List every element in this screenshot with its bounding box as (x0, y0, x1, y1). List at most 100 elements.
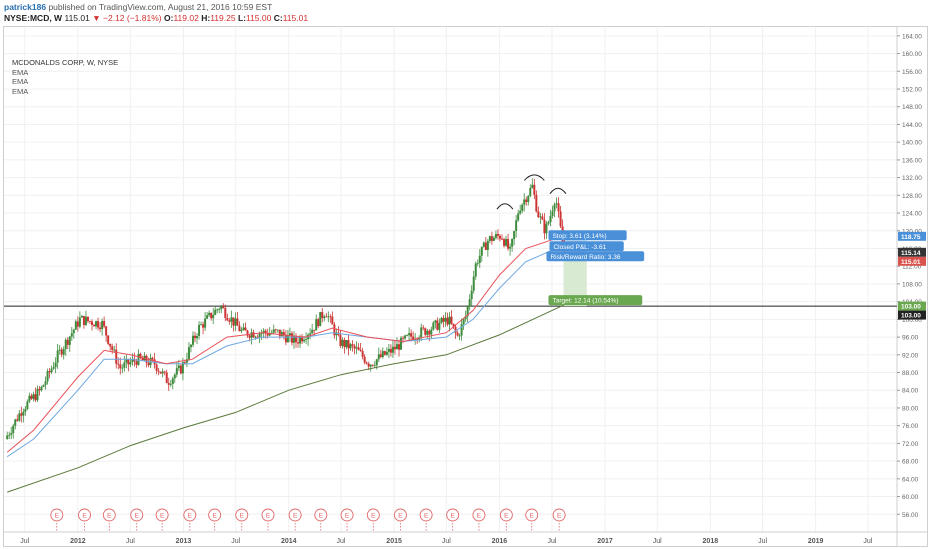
candle-body (30, 395, 33, 399)
candle-body (226, 317, 229, 321)
candle-body (32, 394, 35, 399)
x-tick-label: 2012 (70, 538, 86, 545)
price-badge-bg (898, 301, 926, 311)
candle-body (88, 321, 91, 322)
candle-body (440, 318, 443, 323)
earnings-marker (288, 508, 302, 522)
candle-body (341, 339, 344, 346)
ema-fast-line (6, 234, 567, 453)
candle-body (248, 335, 251, 338)
candle-body (222, 306, 225, 308)
y-tick-label: 56.00 (902, 512, 919, 519)
candle-body (537, 211, 540, 218)
price-badge-bg (898, 247, 926, 257)
candle-body (177, 365, 180, 369)
y-tick-label: 68.00 (902, 459, 919, 466)
earnings-label: E (504, 513, 509, 520)
candle-body (183, 362, 186, 363)
legend-study-ema-2[interactable]: EMA (12, 77, 29, 86)
author-link[interactable]: patrick186 (4, 2, 47, 12)
y-tick-label: 80.00 (902, 405, 919, 412)
grid-lines (4, 27, 897, 532)
candle-body (224, 307, 227, 318)
candle-body (297, 342, 300, 344)
candle-body (113, 349, 116, 351)
chart-frame[interactable]: 56.00 60.00 64.00 68.00 72.00 76.00 80.00 84.00… (3, 26, 928, 547)
candle-body (46, 371, 49, 382)
last-price: 115.01 (64, 13, 90, 23)
earnings-marker (130, 508, 144, 522)
candle-body (10, 433, 13, 435)
low-value: 115.00 (245, 13, 272, 23)
candle-body (288, 333, 291, 336)
candle-body (410, 333, 413, 337)
closed-pl-label-bg (549, 241, 624, 252)
candle-body (420, 327, 423, 338)
candle-body (70, 333, 73, 337)
candle-body (444, 317, 447, 322)
candle-body (127, 359, 130, 365)
candle-body (488, 236, 491, 242)
price-badge-bg (898, 256, 926, 266)
candle-body (507, 239, 510, 249)
candle-body (294, 335, 297, 343)
candle-body (541, 216, 544, 220)
price-badge: 118.75 (898, 231, 926, 241)
earnings-label: E (530, 513, 535, 520)
candle-body (323, 316, 326, 319)
candle-body (400, 337, 403, 350)
price-chart[interactable]: 56.00 60.00 64.00 68.00 72.00 76.00 80.00 84.00… (4, 27, 927, 546)
candle-body (484, 242, 487, 250)
candle-body (345, 340, 348, 348)
price-badge-text: 115.14 (901, 250, 921, 257)
open-value: 119.02 (173, 13, 199, 23)
y-tick-label: 64.00 (902, 476, 919, 483)
pattern-arc-left-shoulder (496, 203, 514, 210)
legend-study-ema-3[interactable]: EMA (12, 86, 29, 96)
candle-body (303, 339, 306, 342)
candle-body (274, 329, 277, 331)
candle-body (450, 316, 453, 324)
candle-body (12, 425, 15, 434)
candle-body (494, 233, 497, 238)
candle-body (478, 255, 481, 263)
ema-mid-line (6, 243, 567, 458)
y-tick-label: 148.00 (902, 104, 922, 111)
candle-body (333, 324, 336, 336)
candle-body (391, 346, 394, 353)
x-tick-label: Jul (20, 538, 29, 545)
earnings-label: E (240, 513, 245, 520)
candle-body (377, 354, 380, 360)
candle-body (547, 222, 550, 224)
candle-body (329, 316, 332, 318)
closed-pl-label: Closed P&L: -3.61 (549, 241, 624, 252)
candle-body (343, 339, 346, 348)
earnings-label: E (188, 513, 193, 520)
earnings-label: E (319, 513, 324, 520)
legend-study-ema-1[interactable]: EMA (12, 67, 29, 77)
y-tick-label: 60.00 (902, 494, 919, 501)
candle-body (105, 326, 108, 336)
candle-body (62, 349, 65, 355)
candle-body (200, 324, 203, 326)
candle-body (559, 211, 562, 227)
high-value: 119.25 (210, 13, 236, 23)
candle-body (290, 333, 293, 343)
candle-body (50, 368, 53, 373)
candle-body (169, 383, 172, 385)
candle-body (202, 324, 205, 328)
candle-body (139, 353, 142, 358)
x-tick-label: 2018 (703, 538, 719, 545)
candle-body (56, 350, 59, 363)
chart-legend: MCDONALDS CORP, W, NYSE EMA EMA EMA (12, 58, 118, 96)
candle-body (167, 382, 170, 385)
candle-body (393, 346, 396, 350)
x-tick-label: 2015 (386, 538, 402, 545)
price-badge-text: 103.00 (901, 313, 921, 320)
x-tick-label: Jul (758, 538, 767, 545)
candle-body (284, 335, 287, 343)
earnings-label: E (371, 513, 376, 520)
candle-body (327, 316, 330, 318)
candle-body (244, 327, 247, 331)
candle-body (339, 334, 342, 346)
